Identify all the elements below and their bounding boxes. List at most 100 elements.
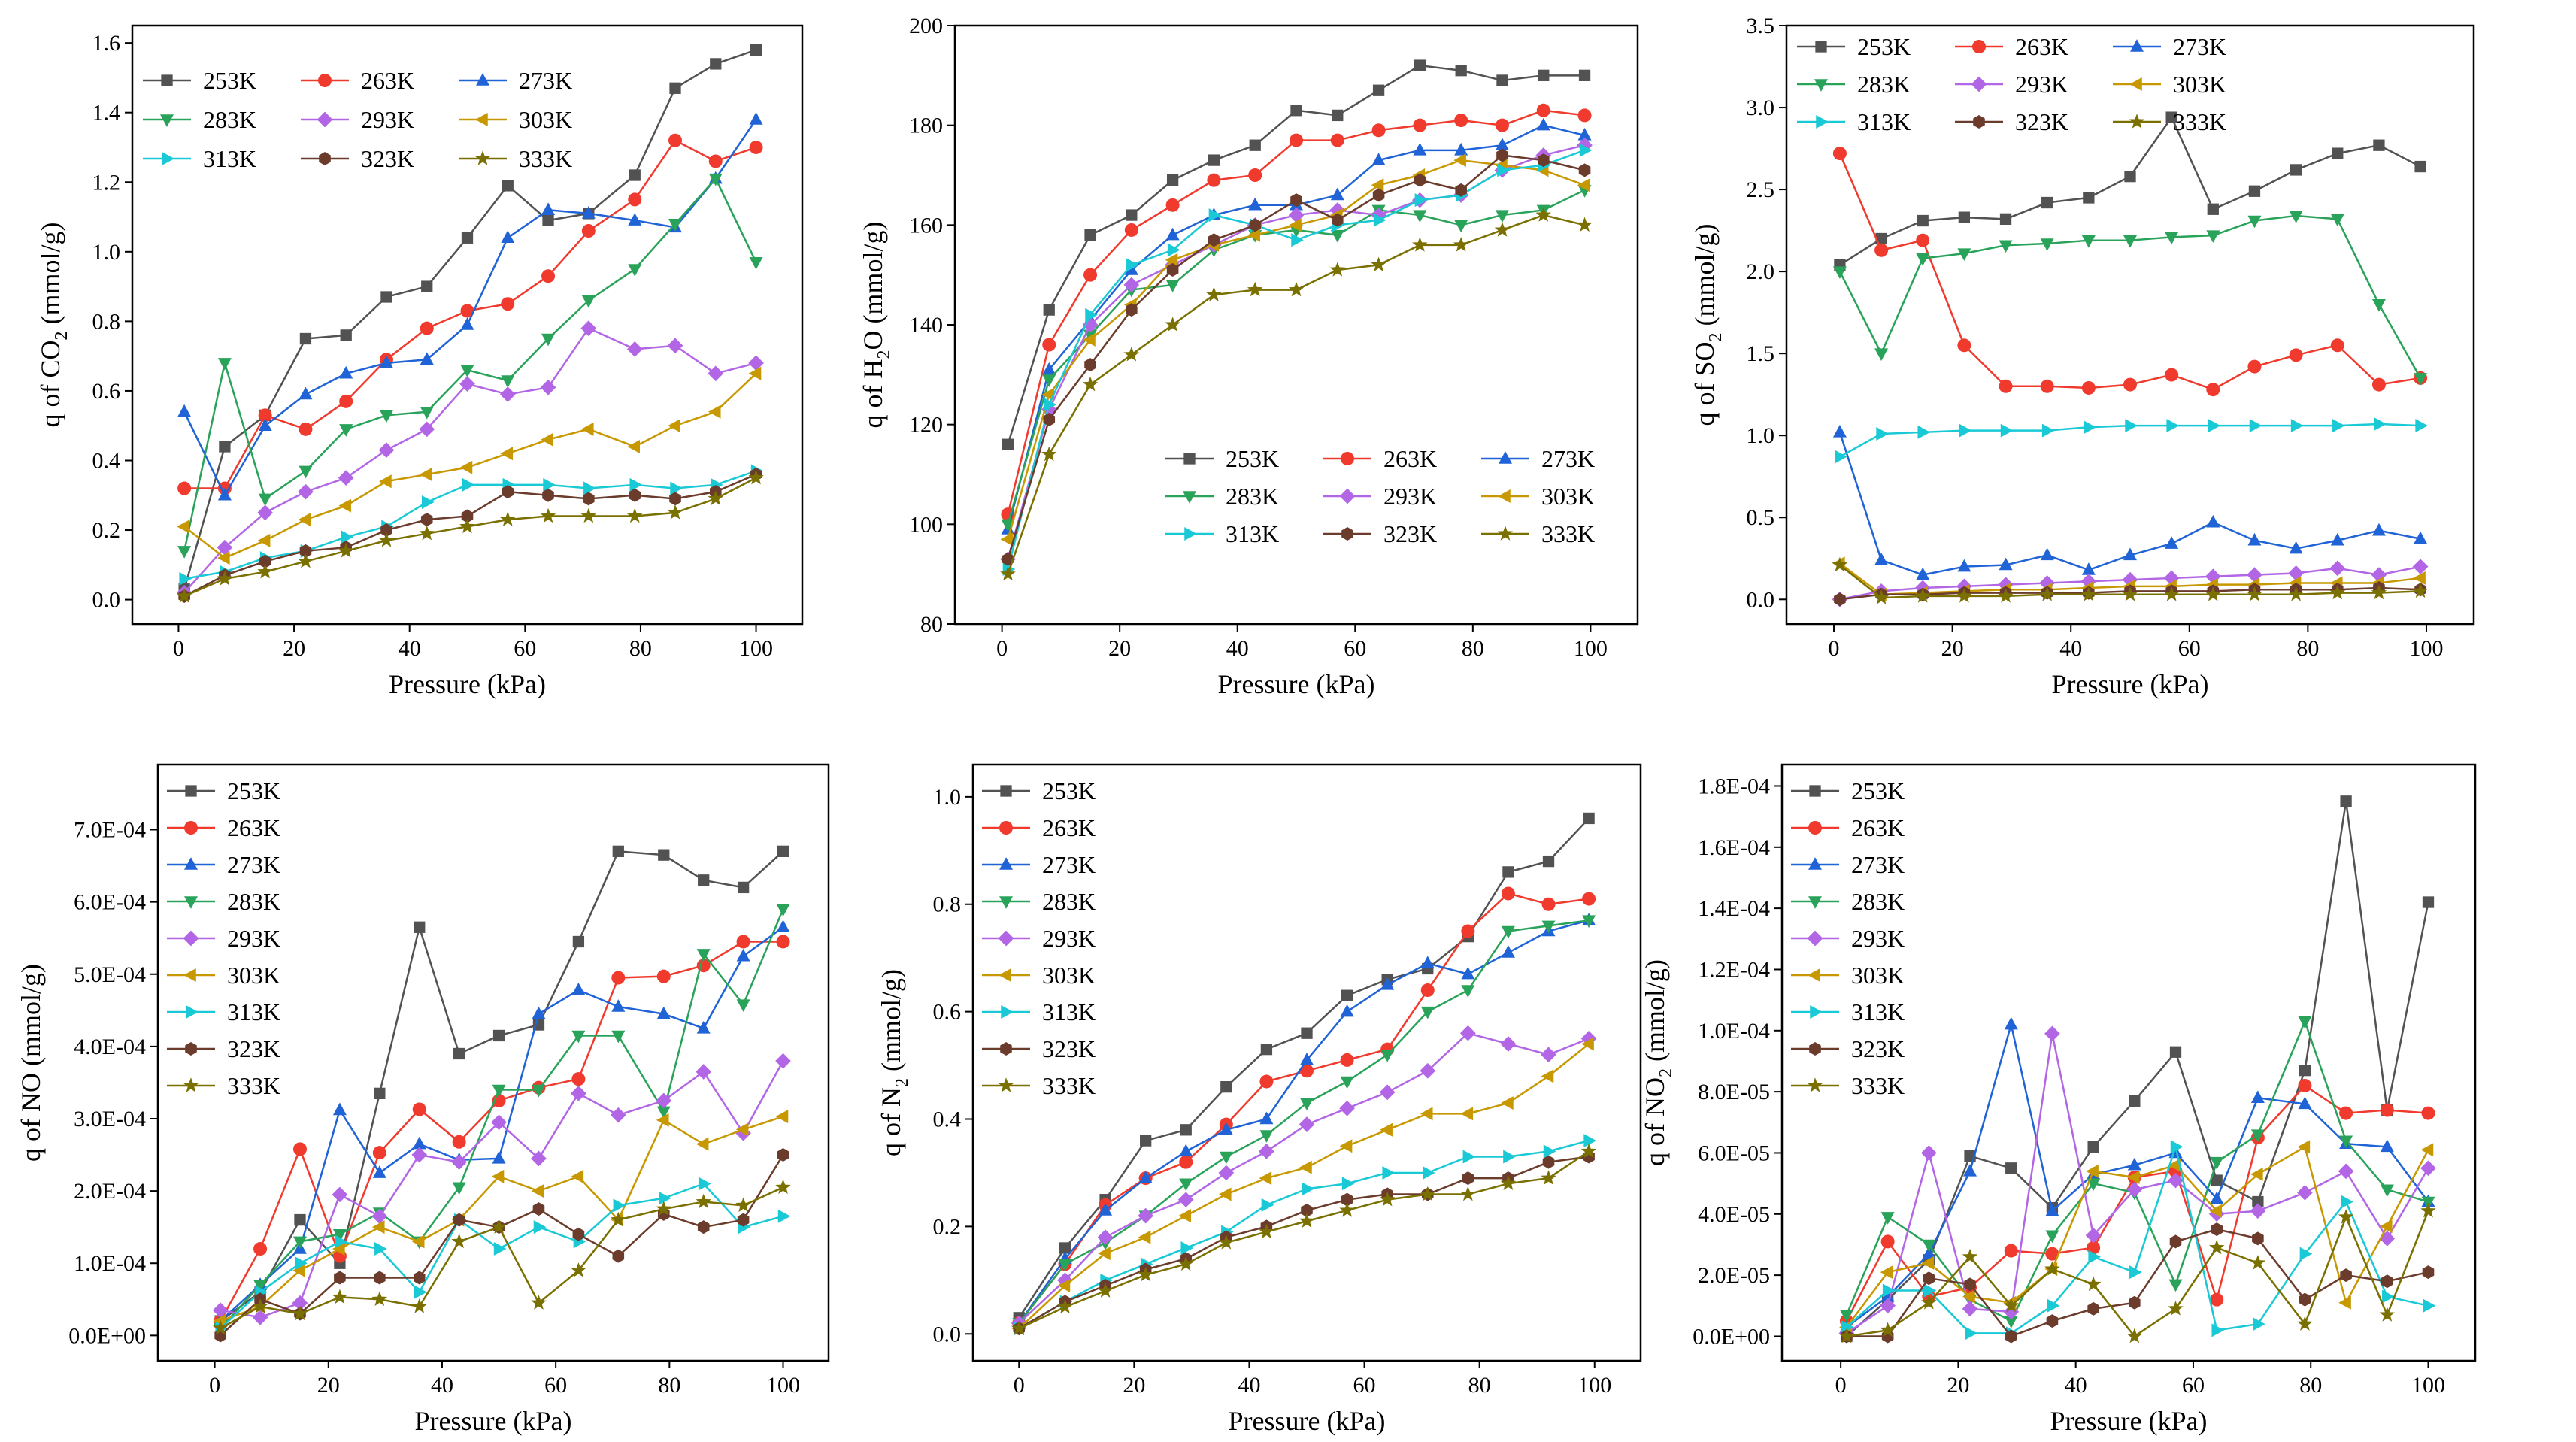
n2-ylabel: q of N2 (mmol/g) — [876, 969, 912, 1156]
co2-data-point — [419, 421, 435, 438]
n2-data-point — [1299, 1116, 1315, 1133]
so2-ytick-label: 2.5 — [1747, 177, 1775, 202]
no-data-point — [777, 1209, 791, 1223]
h2o-ytick-label: 140 — [909, 313, 943, 338]
so2-data-point — [2413, 571, 2426, 585]
co2-data-point — [583, 492, 595, 506]
n2-data-point — [1301, 1027, 1313, 1039]
so2-data-point — [2247, 215, 2262, 229]
no-data-point — [776, 919, 790, 933]
no2-plot-frame — [1780, 763, 2477, 1362]
so2-data-point — [2249, 419, 2262, 433]
so2-data-point — [2122, 586, 2138, 601]
co2-data-point — [298, 553, 314, 568]
n2-legend-label: 323K — [1042, 1035, 1096, 1062]
n2-data-point — [1461, 966, 1475, 980]
no2-data-point — [2250, 1129, 2265, 1142]
so2-data-point — [2374, 417, 2387, 431]
co2-data-point — [669, 492, 681, 506]
no2-data-point — [2211, 1174, 2223, 1186]
n2-data-point — [1501, 945, 1515, 958]
co2-data-point — [299, 465, 313, 479]
n2-data-point — [1380, 977, 1395, 990]
n2-data-point — [1340, 1004, 1354, 1017]
no-data-point — [332, 1186, 348, 1203]
co2-data-point — [338, 543, 354, 558]
no2-data-point — [2126, 1181, 2143, 1198]
no-data-point — [531, 1184, 544, 1198]
h2o-legend-label: 313K — [1226, 520, 1279, 547]
co2-data-point — [668, 219, 683, 232]
no-plot-frame — [156, 763, 830, 1362]
n2-legend-label: 293K — [1042, 925, 1096, 952]
so2-data-point — [1916, 253, 1930, 266]
n2-data-point — [1501, 1096, 1514, 1110]
h2o-data-point — [1577, 178, 1590, 192]
so2-ytick-label: 3.0 — [1747, 95, 1775, 120]
no-ytick-label: 6.0E-04 — [74, 890, 146, 915]
n2-data-point — [1259, 1074, 1274, 1089]
so2-legend-label: 303K — [2173, 71, 2226, 98]
no2-ytick-label: 6.0E-05 — [1698, 1141, 1770, 1165]
so2-data-point — [2330, 532, 2344, 546]
so2-data-point — [1874, 243, 1889, 257]
co2-data-point — [541, 202, 556, 216]
no-data-point — [611, 999, 626, 1012]
so2-data-point — [2329, 584, 2346, 600]
co2-data-point — [541, 269, 556, 283]
co2-series-333K — [176, 469, 764, 603]
so2-legend-marker — [1973, 115, 1985, 129]
so2-xtick-label: 100 — [2409, 636, 2443, 661]
co2-data-point — [749, 140, 763, 154]
n2-data-point — [1260, 1043, 1273, 1056]
no2-data-point — [1962, 1301, 1978, 1317]
h2o-data-point — [1371, 178, 1384, 192]
h2o-legend-label: 253K — [1226, 445, 1279, 472]
n2-data-point — [1098, 1247, 1111, 1261]
no2-data-point — [2340, 1268, 2352, 1283]
no-legend-label: 283K — [227, 888, 280, 915]
no-data-point — [656, 969, 671, 983]
n2-data-point — [1138, 1230, 1151, 1244]
co2-data-point — [339, 424, 353, 437]
no-data-point — [371, 1291, 388, 1307]
so2-data-point — [2289, 348, 2303, 362]
so2-data-point — [1956, 588, 1972, 603]
n2-legend-marker — [999, 821, 1013, 835]
n2-data-point — [1501, 886, 1515, 901]
no-data-point — [294, 1213, 306, 1226]
so2-legend-label: 263K — [2015, 33, 2068, 60]
co2-data-point — [629, 477, 643, 492]
h2o-data-point — [1455, 183, 1467, 197]
h2o-data-point — [1371, 256, 1386, 272]
so2-data-point — [2165, 536, 2179, 549]
co2-legend-label: 313K — [203, 145, 256, 172]
so2-data-point — [1832, 556, 1848, 572]
co2-data-point — [540, 507, 556, 523]
no-data-point — [736, 948, 750, 962]
h2o-xtick-label: 0 — [996, 636, 1008, 661]
n2-data-point — [1500, 1175, 1517, 1190]
so2-legend-marker — [1814, 79, 1828, 92]
so2-data-point — [2247, 586, 2262, 601]
n2-series-253K — [1013, 812, 1595, 1324]
co2-data-point — [628, 192, 642, 207]
so2-data-point — [2125, 419, 2138, 433]
h2o-data-point — [1577, 128, 1592, 141]
no-data-point — [492, 1084, 506, 1098]
h2o-data-point — [1000, 565, 1016, 581]
so2-legend-label: 273K — [2173, 33, 2226, 60]
no-data-point — [656, 1006, 671, 1019]
no2-data-point — [2379, 1219, 2393, 1234]
no2-data-point — [2420, 1143, 2434, 1157]
n2-data-point — [1380, 1050, 1395, 1062]
so2-data-point — [2206, 230, 2220, 244]
so2-data-point — [2165, 368, 2179, 382]
co2-data-point — [258, 408, 272, 423]
co2-ytick-label: 0.6 — [92, 379, 121, 404]
co2-data-point — [667, 504, 683, 520]
so2-xtick-label: 20 — [1941, 636, 1964, 661]
no-data-point — [374, 1242, 387, 1256]
so2-data-point — [2123, 235, 2137, 248]
n2-data-point — [1541, 920, 1556, 934]
